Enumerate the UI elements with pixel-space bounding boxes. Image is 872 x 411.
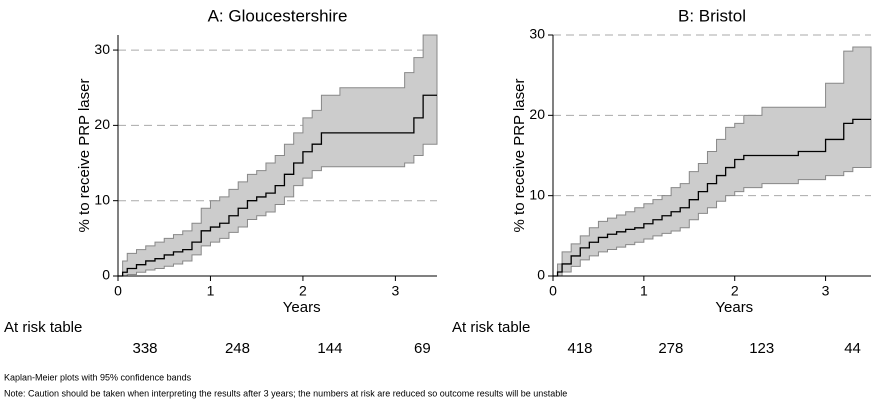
- y-tick-label: 0: [102, 267, 110, 283]
- x-axis-label: Years: [283, 299, 321, 316]
- x-axis-label: Years: [715, 299, 753, 316]
- at-risk-label: At risk table: [452, 319, 530, 336]
- y-tick-label: 0: [537, 267, 545, 283]
- km-curve: [118, 94, 437, 277]
- x-tick-label: 1: [207, 283, 215, 299]
- at-risk-value: 44: [844, 340, 861, 357]
- km-curve: [553, 118, 871, 277]
- y-tick-label: 30: [94, 41, 110, 57]
- at-risk-label: At risk table: [4, 319, 82, 336]
- y-tick-label: 20: [94, 116, 110, 132]
- y-tick-label: 30: [529, 26, 545, 42]
- at-risk-value: 278: [658, 340, 683, 357]
- x-tick-label: 2: [731, 283, 739, 299]
- at-risk-value: 338: [132, 340, 157, 357]
- y-axis-label: % to receive PRP laser: [76, 79, 93, 233]
- at-risk-value: 69: [414, 340, 431, 357]
- at-risk-value: 418: [567, 340, 592, 357]
- note: Note: Caution should be taken when inter…: [4, 388, 567, 398]
- confidence-band: [553, 46, 872, 277]
- x-tick-label: 2: [299, 283, 307, 299]
- chart-title: B: Bristol: [678, 6, 746, 25]
- note: Kaplan-Meier plots with 95% confidence b…: [4, 372, 192, 382]
- confidence-band: [118, 34, 438, 277]
- chart-title: A: Gloucestershire: [208, 6, 348, 25]
- x-tick-label: 3: [391, 283, 399, 299]
- x-tick-label: 0: [114, 283, 122, 299]
- at-risk-value: 248: [225, 340, 250, 357]
- x-tick-label: 0: [549, 283, 557, 299]
- x-tick-label: 1: [640, 283, 648, 299]
- y-axis-label: % to receive PRP laser: [511, 79, 528, 233]
- at-risk-value: 144: [317, 340, 342, 357]
- x-tick-label: 3: [822, 283, 830, 299]
- y-tick-label: 10: [529, 186, 545, 202]
- y-tick-label: 10: [94, 191, 110, 207]
- y-tick-label: 20: [529, 106, 545, 122]
- at-risk-value: 123: [749, 340, 774, 357]
